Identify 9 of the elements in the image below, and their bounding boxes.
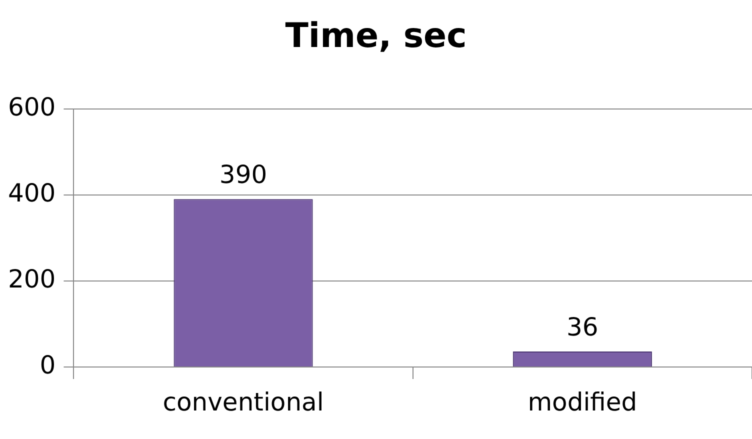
x-tick-label: modified: [528, 388, 638, 416]
y-tick-label: 600: [8, 92, 56, 122]
data-label: 36: [566, 312, 598, 342]
chart-title: Time, sec: [285, 16, 467, 56]
y-tick-label: 400: [8, 178, 56, 208]
data-label: 390: [219, 160, 268, 190]
y-tick-label: 200: [8, 264, 56, 294]
y-tick-label: 0: [40, 350, 56, 380]
x-tick-label: conventional: [162, 388, 324, 416]
